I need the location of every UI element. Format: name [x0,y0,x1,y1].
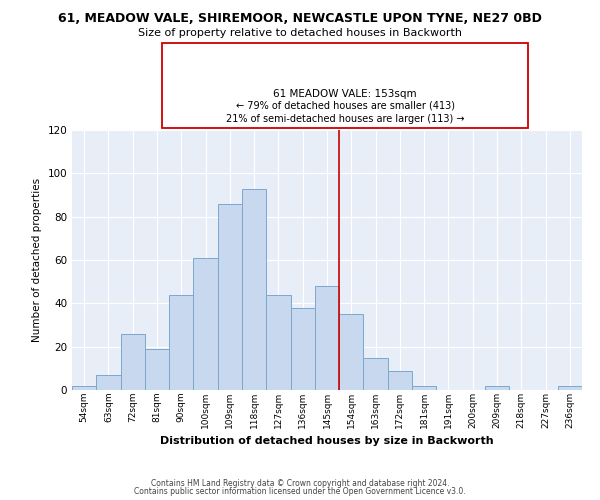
Bar [145,349,169,390]
Bar [315,286,339,390]
Bar [242,188,266,390]
Bar [193,258,218,390]
Bar [266,294,290,390]
Bar [388,370,412,390]
Bar [364,358,388,390]
Bar [290,308,315,390]
Bar [72,386,96,390]
X-axis label: Distribution of detached houses by size in Backworth: Distribution of detached houses by size … [160,436,494,446]
Bar [485,386,509,390]
Bar [412,386,436,390]
Bar [339,314,364,390]
Bar [121,334,145,390]
Bar [558,386,582,390]
Text: Size of property relative to detached houses in Backworth: Size of property relative to detached ho… [138,28,462,38]
Text: Contains HM Land Registry data © Crown copyright and database right 2024.: Contains HM Land Registry data © Crown c… [151,478,449,488]
Bar [169,294,193,390]
Text: Contains public sector information licensed under the Open Government Licence v3: Contains public sector information licen… [134,487,466,496]
Text: ← 79% of detached houses are smaller (413): ← 79% of detached houses are smaller (41… [235,101,455,111]
Bar [96,375,121,390]
Bar [218,204,242,390]
Text: 61, MEADOW VALE, SHIREMOOR, NEWCASTLE UPON TYNE, NE27 0BD: 61, MEADOW VALE, SHIREMOOR, NEWCASTLE UP… [58,12,542,26]
Text: 61 MEADOW VALE: 153sqm: 61 MEADOW VALE: 153sqm [273,89,417,99]
Y-axis label: Number of detached properties: Number of detached properties [32,178,42,342]
Text: 21% of semi-detached houses are larger (113) →: 21% of semi-detached houses are larger (… [226,114,464,124]
